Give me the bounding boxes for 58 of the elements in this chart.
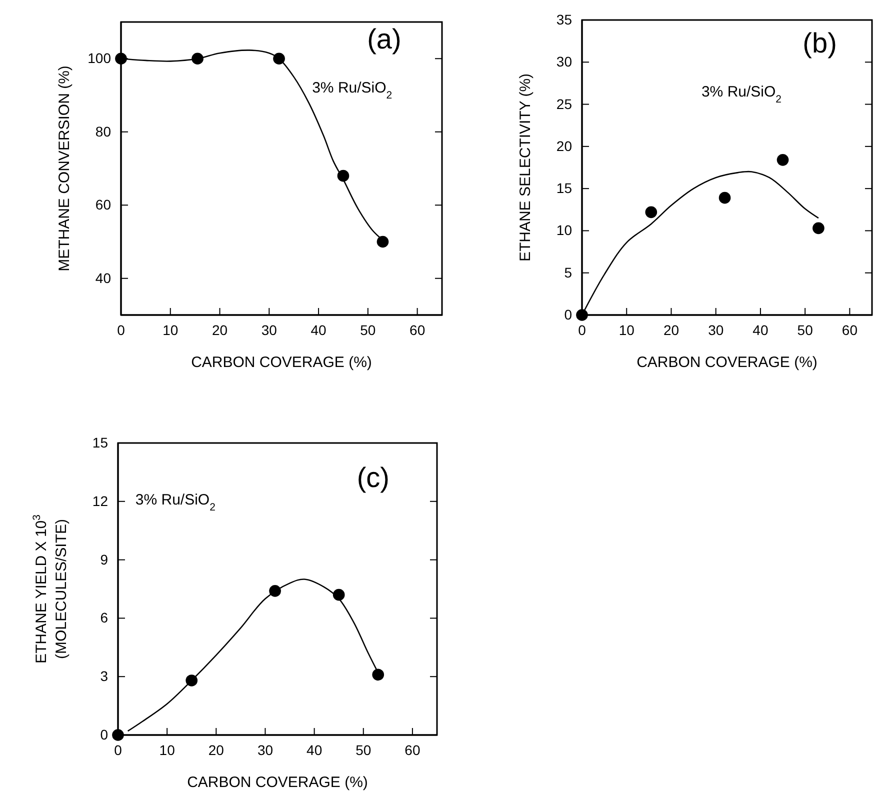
y-tick-label: 0 bbox=[564, 306, 572, 322]
x-tick-label: 0 bbox=[578, 322, 586, 338]
y-tick-label: 10 bbox=[556, 222, 572, 238]
y-tick-label: 20 bbox=[556, 138, 572, 154]
point bbox=[376, 236, 389, 248]
y-tick-label: 12 bbox=[92, 492, 108, 509]
y-tick-label: 15 bbox=[556, 180, 572, 196]
x-tick-label: 0 bbox=[114, 742, 122, 758]
x-tick-label: 40 bbox=[752, 322, 768, 338]
point bbox=[776, 154, 789, 166]
point bbox=[718, 192, 731, 204]
x-tick-label: 20 bbox=[663, 322, 680, 338]
point bbox=[812, 222, 824, 234]
annotation: 3% Ru/SiO$_{2}$ bbox=[701, 84, 782, 106]
x-tick-label: 20 bbox=[212, 322, 228, 338]
x-tick-label: 60 bbox=[842, 322, 858, 338]
y-axis-title: ETHANE SELECTIVITY (%) bbox=[517, 73, 534, 262]
y-tick-label: 25 bbox=[556, 96, 572, 112]
annotation: (a) bbox=[367, 23, 402, 54]
annotation: 3% Ru/SiO$_{2}$ bbox=[135, 491, 216, 514]
y-tick-label: 0 bbox=[100, 726, 108, 742]
y-tick-label: 9 bbox=[100, 551, 108, 568]
x-tick-label: 30 bbox=[261, 322, 278, 338]
x-tick-label: 0 bbox=[117, 322, 126, 338]
x-tick-label: 40 bbox=[310, 322, 327, 338]
y-tick-label: 40 bbox=[95, 270, 112, 286]
y-tick-label: 3 bbox=[100, 668, 108, 684]
point bbox=[112, 729, 124, 741]
point bbox=[372, 668, 384, 681]
x-tick-label: 50 bbox=[356, 742, 372, 758]
annotation: 3% Ru/SiO$_{2}$ bbox=[312, 79, 392, 102]
y-tick-label: 100 bbox=[88, 50, 112, 66]
point bbox=[645, 206, 658, 218]
y-tick-label: 6 bbox=[100, 610, 108, 626]
y-tick-label: 15 bbox=[92, 434, 108, 450]
x-tick-label: 60 bbox=[404, 742, 420, 758]
y-tick-label: 60 bbox=[95, 196, 112, 213]
y-tick-label: 5 bbox=[564, 264, 572, 280]
x-axis-title: CARBON COVERAGE (%) bbox=[636, 354, 818, 371]
x-axis-title: CARBON COVERAGE (%) bbox=[187, 774, 368, 791]
y-tick-label: 80 bbox=[95, 123, 112, 140]
x-tick-label: 10 bbox=[159, 742, 176, 758]
x-tick-label: 20 bbox=[208, 742, 224, 758]
annotation: (b) bbox=[802, 27, 837, 58]
x-tick-label: 10 bbox=[618, 322, 635, 338]
x-tick-label: 60 bbox=[410, 322, 426, 338]
annotation: (c) bbox=[356, 462, 390, 493]
point bbox=[576, 309, 588, 321]
x-tick-label: 30 bbox=[257, 742, 274, 758]
y-axis-title: METHANE CONVERSION (%) bbox=[56, 66, 73, 272]
x-tick-label: 50 bbox=[360, 322, 376, 338]
y-tick-label: 30 bbox=[556, 54, 572, 70]
y-tick-label: 35 bbox=[556, 11, 572, 28]
x-tick-label: 50 bbox=[797, 322, 814, 338]
x-tick-label: 10 bbox=[162, 322, 178, 338]
x-tick-label: 30 bbox=[708, 322, 724, 338]
x-axis-title: CARBON COVERAGE (%) bbox=[191, 354, 372, 371]
x-tick-label: 40 bbox=[306, 742, 322, 758]
